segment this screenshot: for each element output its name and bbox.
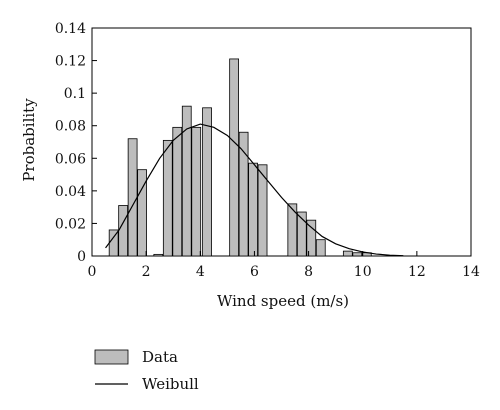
bar (257, 164, 268, 257)
x-tick-label: 8 (304, 264, 313, 280)
plot-frame (91, 27, 472, 257)
legend-label-weibull: Weibull (142, 375, 199, 393)
bar (137, 169, 147, 257)
y-tick-label: 0.14 (55, 21, 86, 37)
bar (342, 250, 353, 257)
bar (315, 239, 326, 257)
x-axis-title: Wind speed (m/s) (217, 292, 349, 310)
x-tick-label: 0 (88, 264, 97, 280)
bar (238, 131, 249, 257)
y-tick-label: 0.08 (55, 119, 86, 135)
y-tick-label: 0.12 (55, 54, 86, 70)
x-tick-label: 14 (462, 264, 480, 280)
x-axis: 0 2 4 6 8 10 12 14 (88, 251, 480, 280)
bar (172, 126, 183, 257)
bar (248, 162, 258, 257)
bar (162, 139, 173, 257)
bar (153, 253, 164, 257)
x-tick-label: 12 (408, 264, 426, 280)
bar (118, 205, 128, 257)
y-tick-label: 0 (77, 249, 86, 265)
y-tick-label: 0.1 (64, 86, 86, 102)
y-tick-label: 0.06 (55, 151, 86, 167)
bar (181, 105, 192, 257)
legend-swatch-data (94, 349, 129, 365)
bar (202, 107, 212, 257)
bar (191, 126, 202, 257)
weibull-curve-line (105, 123, 404, 257)
legend: Data Weibull (94, 348, 199, 393)
y-tick-label: 0.02 (55, 216, 86, 232)
plot-area (91, 27, 472, 257)
legend-label-data: Data (142, 348, 178, 366)
bar-series-data (108, 58, 372, 257)
x-tick-label: 10 (354, 264, 372, 280)
y-axis: 0 0.02 0.04 0.06 0.08 0.1 0.12 0.14 (55, 21, 97, 265)
bar (352, 252, 363, 257)
y-axis-title: Probability (20, 98, 38, 182)
bar (229, 58, 239, 257)
bar (287, 203, 298, 257)
bar (127, 138, 138, 257)
x-tick-label: 2 (142, 264, 151, 280)
y-tick-label: 0.04 (55, 184, 86, 200)
bar (306, 219, 317, 257)
x-tick-label: 4 (196, 264, 205, 280)
bar (296, 211, 307, 257)
x-tick-label: 6 (250, 264, 259, 280)
